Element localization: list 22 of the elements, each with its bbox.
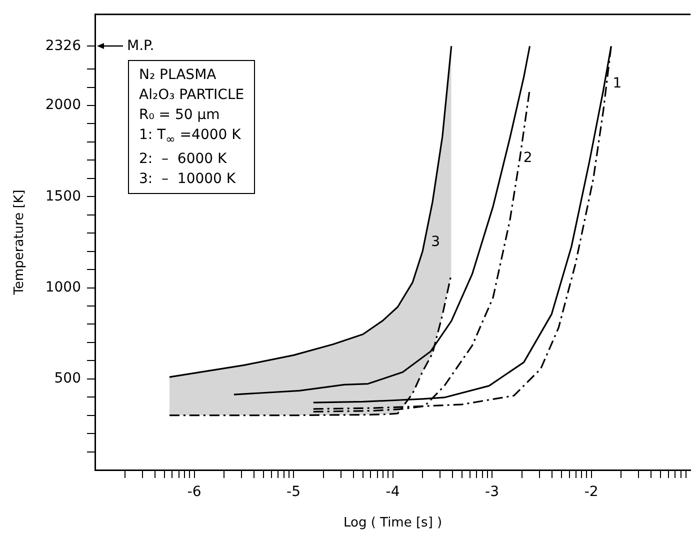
annotation: Al₂O₃ PARTICLE	[139, 86, 244, 105]
annotation: N₂ PLASMA	[139, 66, 218, 85]
y-tick-label: 1500	[45, 188, 81, 204]
annotation: 1	[612, 75, 622, 92]
x-tick-label: -5	[286, 484, 301, 500]
x-tick-label: -6	[187, 484, 202, 500]
y-axis-title: Temperature [K]	[12, 190, 28, 296]
y-tick-label: 2326	[45, 38, 82, 54]
x-tick-label: -4	[386, 484, 400, 500]
annotation: 2: – 6000 K	[139, 150, 228, 169]
annotation: 2	[523, 150, 532, 166]
y-tick-label: 500	[54, 370, 81, 387]
y-tick-label: 1000	[45, 279, 81, 296]
y-tick-label: 2000	[45, 97, 81, 114]
x-tick-label: -3	[485, 484, 500, 500]
x-axis-title: Log ( Time [s] )	[343, 516, 442, 531]
annotation: R₀ = 50 μm	[139, 106, 221, 125]
annotation: 3: – 10000 K	[139, 170, 237, 189]
x-tick-label: -2	[584, 484, 598, 500]
annotation: 1: T$_{∞}$ =4000 K	[139, 126, 242, 148]
ref-line-label: M.P.	[127, 38, 154, 54]
annotation: 3	[431, 234, 440, 250]
